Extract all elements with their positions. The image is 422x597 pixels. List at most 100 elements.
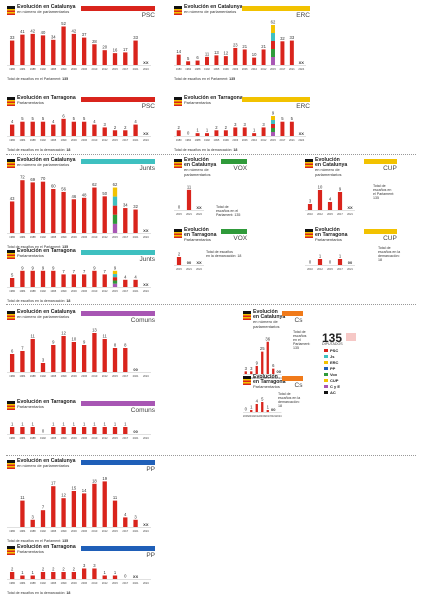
party-color-bar xyxy=(364,159,397,164)
flag-bar-icon xyxy=(7,250,15,253)
party-color-bar xyxy=(242,97,310,102)
tick-label: 2006 xyxy=(81,436,87,440)
bar xyxy=(102,274,107,287)
flag-bar-icon xyxy=(174,159,182,162)
party-color-bar xyxy=(221,229,248,234)
data-label: 20 xyxy=(102,45,107,50)
flag-bar-icon xyxy=(305,229,313,232)
data-label: 3 xyxy=(244,122,247,127)
bar xyxy=(92,568,97,579)
tick-label: 2015 xyxy=(327,267,333,271)
data-label: 6 xyxy=(272,363,275,368)
data-label: 5 xyxy=(42,116,45,121)
coalition-bar-segment xyxy=(271,25,275,33)
bar xyxy=(30,575,35,579)
tick-label: 2021 xyxy=(270,376,276,380)
data-label: 00 xyxy=(271,407,276,412)
tick-label: 2015 xyxy=(270,67,276,71)
bar xyxy=(280,41,285,65)
bar xyxy=(112,575,118,579)
bar xyxy=(71,342,77,372)
bar xyxy=(30,33,35,65)
seat-caption: DIPUTADOS xyxy=(322,342,343,346)
coalition-bar-segment xyxy=(271,41,275,49)
data-label: 9 xyxy=(339,186,342,191)
data-label: 00 xyxy=(187,260,192,265)
tick-label: 2017 xyxy=(265,376,271,380)
flag-bar-icon xyxy=(174,97,182,100)
panel-title: Evolución en Catalunya xyxy=(17,157,76,163)
bar xyxy=(176,257,182,266)
data-label: 33 xyxy=(133,35,138,40)
panel-footer: Total de escaños en el Parlament: 135 xyxy=(174,77,235,81)
section-divider xyxy=(6,154,416,155)
data-label: 4 xyxy=(256,399,259,404)
tick-label: 1995 xyxy=(50,436,56,440)
coalition-bar-segment xyxy=(112,205,118,215)
footer-text: Total de escaños en el Parlament: xyxy=(7,245,63,249)
bar xyxy=(133,279,138,287)
bar xyxy=(30,182,35,233)
bar-chart: 2 1980 1 1984 1 1988 2 1992 2 1995 2 1999 2 2003 3 2006… xyxy=(7,563,151,585)
tick-label: 2012 xyxy=(261,138,267,142)
legend-item: PSC xyxy=(324,348,338,353)
bar xyxy=(61,498,66,527)
data-label: XX xyxy=(196,205,202,210)
tick-label: 1984 xyxy=(185,138,191,142)
bar xyxy=(317,259,323,266)
tick-label: 1999 xyxy=(61,581,67,585)
legend-item: AC xyxy=(324,390,336,395)
data-label: 3 xyxy=(42,358,45,363)
bar xyxy=(9,572,15,579)
data-label: 1 xyxy=(73,422,76,427)
data-label: 9 xyxy=(42,265,45,270)
bar xyxy=(51,270,56,287)
data-label: 1 xyxy=(104,422,107,427)
panel-title: Evolución en Tarragona xyxy=(184,95,243,101)
data-label: 1 xyxy=(32,422,35,427)
legend-label: Vox xyxy=(330,372,338,377)
tick-label: 2017 xyxy=(122,581,128,585)
data-label: 00 xyxy=(133,367,138,372)
panel-subtitle: Parlamentarios xyxy=(17,100,44,105)
data-label: 3 xyxy=(134,514,137,519)
data-label: 2 xyxy=(215,125,218,130)
legend-swatch xyxy=(324,361,328,365)
data-label: 15 xyxy=(72,486,77,491)
data-label: 5 xyxy=(32,116,35,121)
data-label: 6 xyxy=(11,349,14,354)
footer-total: 18 xyxy=(66,299,71,303)
party-color-bar xyxy=(281,376,303,381)
note-vox-tar-note: Total de escaños en la demarcación: 18 xyxy=(206,250,242,258)
data-label: 2 xyxy=(178,125,181,130)
tick-label: 2012 xyxy=(254,414,260,418)
party-name: Comuns xyxy=(130,407,155,414)
bar xyxy=(81,493,87,527)
coalition-bar-segment xyxy=(271,116,275,120)
data-label: 9 xyxy=(32,265,35,270)
panel-subtitle: Parlamentarios xyxy=(17,404,44,409)
tick-label: 1999 xyxy=(223,67,229,71)
bar xyxy=(214,55,219,65)
coalition-bar-segment xyxy=(112,196,118,206)
data-label: 0 xyxy=(309,260,312,265)
coalition-bar-segment xyxy=(271,124,275,128)
tick-label: 2021 xyxy=(133,138,139,142)
tick-label: 2024 xyxy=(276,376,282,380)
panel-title: Evolución en Tarragona xyxy=(253,374,286,386)
data-label: 46 xyxy=(72,194,77,199)
party-color-bar xyxy=(81,460,155,465)
tick-label: 1995 xyxy=(214,67,220,71)
footer-total: 135 xyxy=(62,77,69,81)
bar-chart: 4 1980 5 1984 5 1988 5 1992 4 1995 6 1999 5 2003 5 2006… xyxy=(7,113,151,142)
tick-label: 1992 xyxy=(204,138,210,142)
section-divider xyxy=(6,455,416,456)
tick-label: 1995 xyxy=(214,138,220,142)
tick-label: 2017 xyxy=(265,414,271,418)
data-label: 2 xyxy=(225,125,228,130)
flag-bar-icon xyxy=(305,159,313,162)
seat-total: 135 xyxy=(322,331,343,345)
hemicycle-icon xyxy=(346,333,356,341)
bar xyxy=(102,575,107,579)
tick-label: 2003 xyxy=(71,67,77,71)
